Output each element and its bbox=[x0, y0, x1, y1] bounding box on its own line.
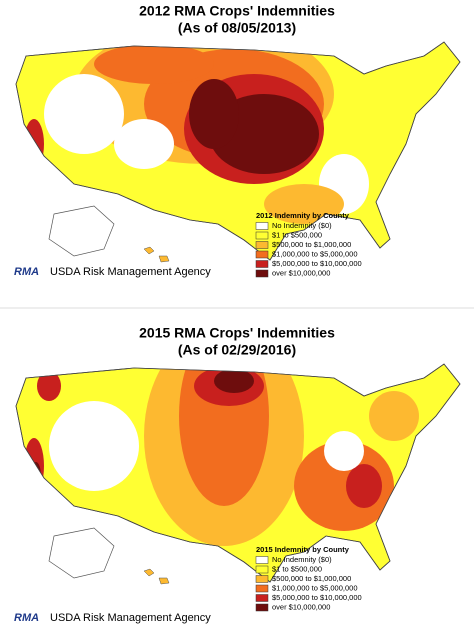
hawaii bbox=[143, 568, 170, 585]
agency-logo: RMA bbox=[14, 266, 39, 278]
outline bbox=[15, 363, 461, 583]
legend-swatch bbox=[255, 250, 269, 259]
legend-label: $1 to $500,000 bbox=[272, 564, 322, 573]
hawaii bbox=[143, 246, 170, 263]
legend-label: $5,000,000 to $10,000,000 bbox=[272, 259, 362, 268]
legend-label: No Indemnity ($0) bbox=[272, 221, 332, 230]
legend-label: $500,000 to $1,000,000 bbox=[272, 240, 351, 249]
map-subtitle: (As of 02/29/2016) bbox=[178, 342, 296, 358]
legend-swatch bbox=[255, 269, 269, 278]
legend-label: over $10,000,000 bbox=[272, 602, 330, 611]
county-region bbox=[369, 391, 419, 441]
county-region bbox=[94, 44, 214, 84]
legend-swatch bbox=[255, 231, 269, 240]
county-region bbox=[31, 462, 41, 490]
legend-swatch bbox=[255, 556, 269, 564]
legend-label: $1,000,000 to $5,000,000 bbox=[272, 249, 358, 258]
legend-swatch bbox=[255, 584, 269, 593]
county-region bbox=[37, 371, 61, 401]
map-panel: 2015 RMA Crops' Indemnities(As of 02/29/… bbox=[14, 325, 461, 624]
outline bbox=[15, 41, 461, 261]
legend-title: 2015 Indemnity by County bbox=[256, 545, 350, 554]
legend-swatch bbox=[255, 565, 269, 574]
legend-swatch bbox=[255, 575, 269, 583]
us-map bbox=[15, 363, 461, 585]
legend-label: $1 to $500,000 bbox=[272, 230, 322, 239]
legend-swatch bbox=[255, 241, 269, 249]
county-region bbox=[324, 431, 364, 471]
legend-title: 2012 Indemnity by County bbox=[256, 211, 350, 220]
legend-label: over $10,000,000 bbox=[272, 268, 330, 277]
alaska bbox=[48, 527, 115, 579]
map-title: 2012 RMA Crops' Indemnities bbox=[139, 3, 335, 19]
legend-label: $1,000,000 to $5,000,000 bbox=[272, 583, 358, 592]
us-map bbox=[15, 41, 461, 263]
county-region bbox=[44, 74, 124, 154]
legend-swatch bbox=[255, 222, 269, 230]
county-region bbox=[49, 401, 139, 491]
agency-logo: RMA bbox=[14, 612, 39, 624]
map-title: 2015 RMA Crops' Indemnities bbox=[139, 325, 335, 341]
county-region bbox=[264, 184, 344, 224]
county-region bbox=[24, 119, 44, 169]
legend-swatch bbox=[255, 603, 269, 612]
alaska bbox=[48, 205, 115, 257]
legend-label: $500,000 to $1,000,000 bbox=[272, 574, 351, 583]
county-region bbox=[294, 441, 394, 531]
county-fills bbox=[24, 42, 369, 224]
agency-name: USDA Risk Management Agency bbox=[50, 266, 211, 278]
county-region bbox=[114, 119, 174, 169]
map-panel: 2012 RMA Crops' Indemnities(As of 08/05/… bbox=[14, 3, 461, 278]
legend-swatch bbox=[255, 260, 269, 268]
legend-label: $5,000,000 to $10,000,000 bbox=[272, 593, 362, 602]
map-subtitle: (As of 08/05/2013) bbox=[178, 20, 296, 36]
legend-label: No Indemnity ($0) bbox=[272, 555, 332, 564]
county-region bbox=[214, 369, 254, 393]
county-region bbox=[24, 438, 44, 494]
county-region bbox=[346, 464, 382, 508]
agency-name: USDA Risk Management Agency bbox=[50, 612, 211, 624]
county-region bbox=[189, 79, 239, 149]
legend-swatch bbox=[255, 594, 269, 602]
